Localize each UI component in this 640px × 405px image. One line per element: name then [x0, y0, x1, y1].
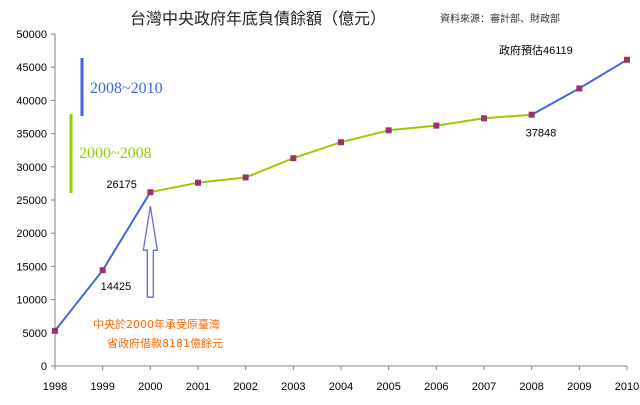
labels-layer: 26175 14425 37848 政府預估46119 2008~2010 2000~20…	[69, 43, 573, 350]
data-point	[576, 85, 583, 92]
data-point	[624, 56, 630, 63]
data-point	[242, 174, 249, 181]
data-point	[433, 122, 440, 129]
data-point	[481, 115, 487, 122]
y-tick-label: 10000	[16, 295, 47, 307]
x-tick-label: 2003	[281, 381, 305, 393]
markers-layer	[52, 56, 630, 334]
x-tick-label: 2001	[186, 381, 210, 393]
x-tick-label: 2010	[615, 381, 639, 393]
data-point	[385, 127, 392, 134]
x-tick-label: 2009	[567, 381, 591, 393]
data-label: 37848	[526, 128, 557, 140]
annotation-text: 省政府借款8181億餘元	[107, 336, 223, 350]
x-tick-label: 1999	[90, 381, 114, 393]
series-line-0	[150, 113, 532, 194]
annotation-arrow	[142, 206, 159, 298]
data-point	[528, 111, 535, 118]
x-tick-label: 1998	[43, 381, 67, 393]
y-tick-label: 20000	[16, 228, 47, 240]
x-tick-label: 2008	[519, 381, 543, 393]
legend-label: 2000~2008	[79, 145, 152, 162]
y-tick-label: 25000	[16, 195, 47, 207]
data-point	[52, 327, 58, 334]
data-label: 政府預估46119	[499, 43, 573, 57]
data-label: 26175	[106, 179, 137, 191]
axes-layer: 0 5000 10000 15000 20000 25000 30000 35000 40000…	[16, 29, 639, 393]
series-line-1	[54, 191, 152, 332]
y-tick-label: 50000	[16, 29, 47, 41]
x-tick-label: 2002	[233, 381, 257, 393]
data-point	[99, 267, 106, 274]
x-tick-label: 2006	[424, 381, 448, 393]
data-label: 14425	[101, 281, 132, 293]
y-tick-label: 45000	[16, 62, 47, 74]
x-tick-label: 2005	[376, 381, 400, 393]
data-point	[147, 189, 154, 196]
y-tick-label: 0	[41, 361, 47, 373]
y-tick-label: 5000	[23, 328, 47, 340]
annotation-text: 中央於2000年承受原臺灣	[93, 317, 220, 331]
data-point	[290, 155, 297, 162]
chart-source: 資料來源：審計部、財政部	[440, 12, 560, 25]
x-tick-label: 2004	[329, 381, 353, 393]
legend-label: 2008~2010	[90, 80, 163, 97]
y-tick-label: 15000	[16, 261, 47, 273]
y-tick-label: 40000	[16, 95, 47, 107]
series-layer	[54, 58, 628, 332]
x-tick-label: 2007	[472, 381, 496, 393]
data-point	[195, 179, 201, 186]
data-point	[338, 139, 344, 146]
y-tick-label: 35000	[16, 129, 47, 141]
x-tick-label: 2000	[138, 381, 162, 393]
chart-title: 台灣中央政府年底負債餘額（億元）	[130, 9, 386, 28]
y-tick-label: 30000	[16, 162, 47, 174]
